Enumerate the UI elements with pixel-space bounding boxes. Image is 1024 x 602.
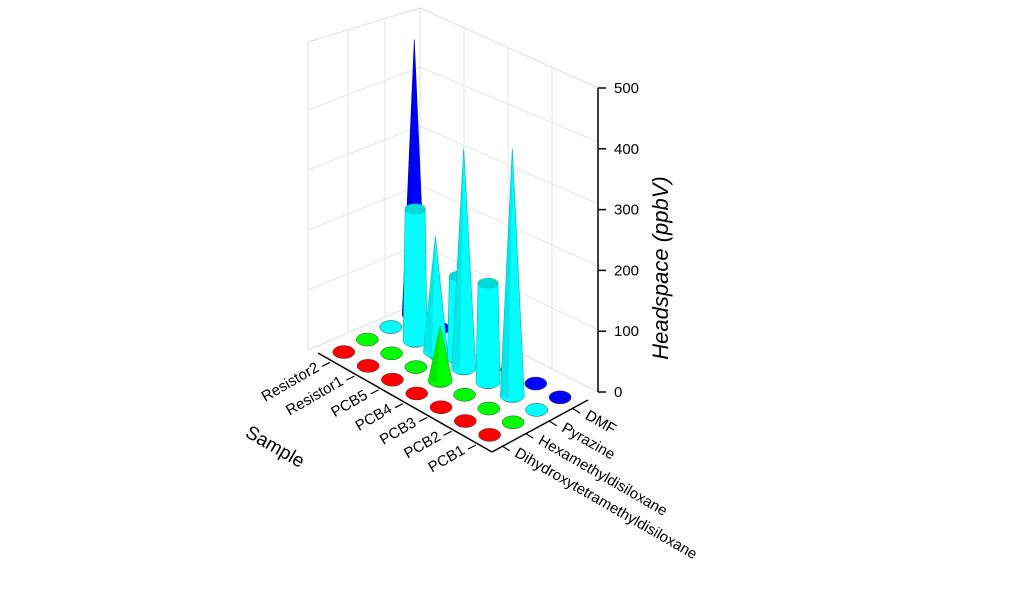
z-tick-label: 300 (614, 202, 639, 219)
floor-disc (454, 414, 477, 428)
floor-disc (524, 376, 548, 391)
compound-tick-mark (501, 445, 511, 452)
z-axis-ticks: 0 100 200 300 400 500 (598, 80, 639, 401)
sample-axis-line (317, 352, 493, 453)
sample-tick-mark (467, 444, 477, 450)
floor-disc (501, 415, 525, 430)
bar-PCB2-Pyrazine (499, 148, 525, 403)
bar-Resistor1-Pyrazine (402, 203, 428, 348)
bar-marks (401, 39, 525, 403)
floor-disc (525, 403, 548, 417)
floor-disc (477, 401, 501, 416)
z-tick-label: 0 (614, 384, 622, 401)
floor-disc (478, 428, 501, 442)
floor-disc (404, 360, 428, 374)
sample-tick-mark (321, 361, 331, 367)
floor-disc (379, 320, 403, 334)
z-tick-label: 200 (614, 262, 639, 279)
bar-PCB5-Pyrazine (423, 236, 448, 358)
z-tick-label: 500 (614, 80, 639, 97)
compound-tick-mark (548, 420, 558, 427)
compound-tick-label: Dihydroxytetramethyldisiloxane (512, 444, 700, 563)
sample-tick-mark (370, 389, 379, 395)
x-axis-title: Sample (242, 422, 308, 472)
sample-tick-mark (443, 430, 452, 436)
sample-tick-mark (418, 416, 428, 423)
bar-PCB4-Hexamethyldisiloxane (427, 325, 453, 388)
bar-PCB4-Pyrazine (451, 148, 477, 375)
compound-tick-mark (524, 432, 534, 439)
floor-disc (453, 388, 476, 402)
floor-disc (356, 359, 380, 373)
floor-disc (332, 345, 356, 359)
floor-disc (356, 332, 379, 347)
sample-tick-mark (394, 403, 404, 409)
z-tick-label: 400 (614, 141, 639, 158)
floor-disc (380, 346, 403, 361)
z-axis-title: Headspace (ppbV) (648, 176, 673, 359)
floor-disc (381, 372, 404, 387)
floor-disc (405, 386, 428, 401)
floor-disc (548, 390, 572, 405)
bar-PCB3-Pyrazine (475, 277, 501, 389)
sample-tick-mark (346, 375, 355, 381)
compound-tick-mark (571, 407, 581, 414)
z-tick-label: 100 (614, 323, 639, 340)
floor-disc (429, 400, 453, 414)
